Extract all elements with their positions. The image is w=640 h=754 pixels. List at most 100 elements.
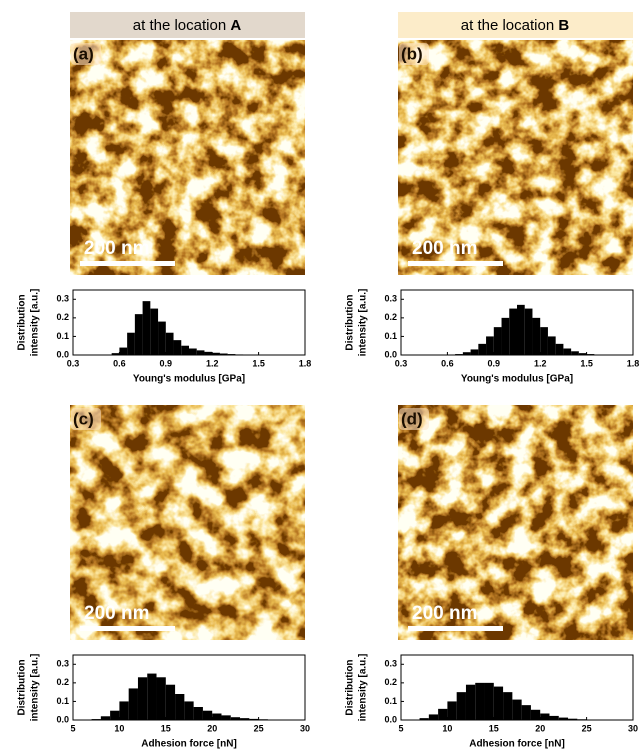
y-tick-label: 0.1: [56, 696, 69, 706]
header-text: at the location: [133, 17, 226, 34]
histogram-bar: [165, 332, 174, 355]
y-tick-label: 0.3: [56, 294, 69, 304]
histogram-bar: [142, 301, 151, 355]
x-tick-label: 15: [161, 723, 171, 733]
histogram-bar: [563, 348, 572, 355]
y-axis-label: intensity [a.u.]: [30, 289, 41, 357]
afm-image: [70, 405, 305, 640]
header-location: A: [230, 17, 241, 34]
histogram-bar: [456, 692, 466, 720]
x-tick-label: 5: [398, 723, 403, 733]
x-tick-label: 0.9: [488, 358, 501, 368]
histogram-bar: [532, 317, 541, 355]
histogram-bar: [119, 347, 128, 355]
x-tick-label: 10: [114, 723, 124, 733]
histogram-bar: [465, 684, 476, 720]
column-header: at the location B: [461, 17, 570, 34]
y-tick-label: 0.2: [384, 312, 397, 322]
histogram-bar: [578, 353, 587, 355]
afm-image: [70, 40, 305, 275]
y-tick-label: 0.2: [384, 677, 397, 687]
histogram-bar: [571, 351, 579, 355]
histogram-bar: [419, 718, 429, 720]
histogram-bar: [158, 321, 166, 355]
x-tick-label: 15: [489, 723, 499, 733]
x-tick-label: 20: [535, 723, 545, 733]
histogram-bar: [184, 701, 194, 720]
histogram-bar: [173, 340, 182, 355]
plot-frame: [400, 654, 634, 721]
histogram-bar: [100, 716, 111, 720]
scale-bar: [80, 626, 175, 631]
histogram-bar: [212, 352, 220, 355]
histogram-bar: [134, 314, 143, 355]
plot-frame: [400, 289, 634, 356]
y-tick-label: 0.0: [56, 349, 69, 359]
histogram-bar: [137, 677, 148, 720]
histogram-bar: [212, 713, 222, 720]
histogram-bar: [470, 349, 479, 355]
histogram-bar: [111, 353, 120, 355]
x-tick-label: 0.6: [441, 358, 454, 368]
panel-label-bg: [71, 43, 101, 65]
y-axis-label: Distribution: [345, 294, 356, 350]
histogram-bar: [558, 717, 569, 720]
header-location: B: [558, 17, 569, 34]
y-tick-label: 0.0: [56, 714, 69, 724]
x-tick-label: 30: [628, 723, 638, 733]
histogram-bar: [193, 707, 203, 720]
histogram-bar: [521, 705, 531, 720]
histogram-bar: [484, 682, 494, 720]
x-tick-label: 1.8: [299, 358, 312, 368]
y-tick-label: 0.1: [56, 331, 69, 341]
histogram-bar: [568, 718, 578, 720]
histogram-bar: [428, 714, 439, 720]
histogram-bar: [202, 710, 213, 720]
histogram-bar: [524, 308, 533, 355]
y-tick-label: 0.3: [384, 294, 397, 304]
x-tick-label: 1.5: [580, 358, 593, 368]
panel-label-bg: [399, 43, 429, 65]
y-tick-label: 0.3: [56, 659, 69, 669]
histogram-bar: [547, 336, 556, 355]
histogram-bar: [462, 352, 471, 355]
histogram-bar: [119, 701, 129, 720]
histogram-bar: [475, 682, 485, 720]
panel-label-bg: [71, 408, 101, 430]
scale-bar: [80, 261, 175, 266]
header-bar: [398, 12, 633, 38]
header-text: at the location: [461, 17, 554, 34]
histogram-bar: [486, 336, 494, 355]
x-tick-label: 25: [582, 723, 592, 733]
histogram-bar: [509, 308, 517, 355]
histogram-bar: [447, 701, 457, 720]
panel-label-bg: [399, 408, 429, 430]
y-tick-label: 0.0: [384, 349, 397, 359]
histogram-bar: [110, 710, 120, 720]
histogram-bar: [221, 715, 231, 720]
x-tick-label: 0.9: [160, 358, 173, 368]
y-axis-label: intensity [a.u.]: [358, 289, 369, 357]
histogram-bar: [501, 317, 510, 355]
y-axis-label: Distribution: [17, 294, 28, 350]
x-tick-label: 25: [254, 723, 264, 733]
histogram-bar: [230, 717, 241, 720]
afm-image: [398, 40, 633, 275]
x-tick-label: 1.8: [627, 358, 640, 368]
histogram-bar: [555, 343, 564, 355]
y-axis-label: Distribution: [345, 659, 356, 715]
histogram-bar: [478, 343, 487, 355]
histogram-bar: [147, 673, 157, 720]
y-tick-label: 0.2: [56, 677, 69, 687]
histogram-bar: [181, 345, 189, 355]
panel-label: (c): [73, 409, 94, 428]
header-bar: [70, 12, 305, 38]
plot-frame: [72, 654, 306, 721]
scale-bar-label: 200 nm: [84, 603, 149, 624]
histogram-bar: [493, 327, 502, 355]
y-tick-label: 0.1: [384, 331, 397, 341]
x-tick-label: 5: [70, 723, 75, 733]
histogram-bar: [150, 308, 159, 355]
panel-label: (a): [73, 44, 94, 63]
